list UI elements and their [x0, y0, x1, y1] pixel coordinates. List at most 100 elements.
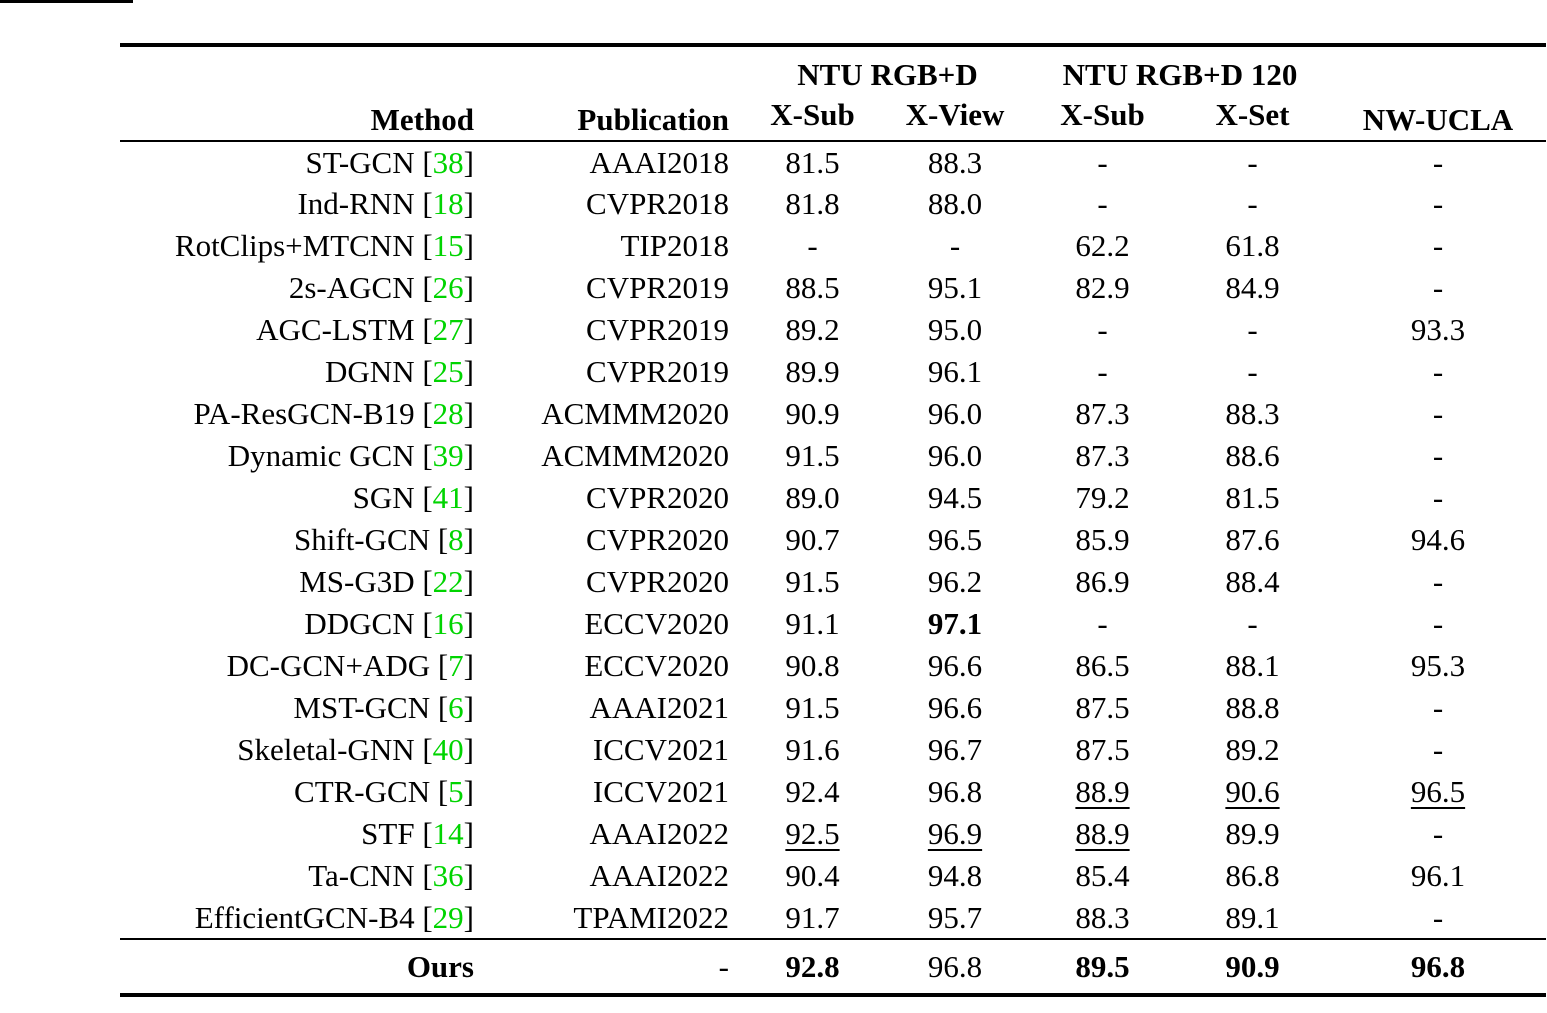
table-row: ST-GCN [38] AAAI2018 81.5 88.3 - - -: [120, 141, 1546, 183]
citation-bracket: [: [437, 648, 449, 683]
metric-value: 93.3: [1410, 312, 1466, 347]
metric-value: 87.5: [1075, 732, 1130, 767]
cell-nw-ucla: -: [1330, 561, 1546, 603]
cell-publication: CVPR2019: [586, 354, 729, 389]
metric-value: 89.2: [785, 312, 840, 347]
cell-ntu-xsub: 91.6: [745, 729, 880, 771]
cell-ntu-xview: 97.1: [880, 603, 1030, 645]
citation-link[interactable]: 14: [432, 816, 464, 851]
cell-ntu-xview: 95.7: [880, 897, 1030, 939]
ours-row: Ours - 92.8 96.8 89.5 90.9 96.8: [120, 938, 1546, 995]
metric-value: 91.5: [785, 690, 840, 725]
metric-value: 91.1: [785, 606, 840, 641]
method-name: Skeletal-GNN: [237, 732, 423, 767]
cell-ntu-xsub: 91.1: [745, 603, 880, 645]
citation-link[interactable]: 18: [432, 186, 464, 221]
cell-nw-ucla: 95.3: [1330, 645, 1546, 687]
citation-link[interactable]: 22: [432, 564, 464, 599]
citation-link[interactable]: 15: [432, 228, 464, 263]
cell-publication: -: [500, 938, 745, 995]
header-nw-ucla: NW-UCLA: [1330, 45, 1546, 142]
cell-ntu120-xset: 89.9: [1175, 813, 1330, 855]
table-row: DDGCN [16] ECCV2020 91.1 97.1 - - -: [120, 603, 1546, 645]
cell-ntu-xsub: 92.8: [745, 938, 880, 995]
cell-ntu120-xsub: -: [1030, 183, 1175, 225]
metric-value: 90.4: [785, 858, 840, 893]
citation-bracket: [: [422, 816, 433, 851]
citation-link[interactable]: 29: [432, 899, 464, 935]
cell-publication: AAAI2022: [589, 816, 730, 851]
cell-ntu120-xset: -: [1175, 351, 1330, 393]
metric-value: 62.2: [1075, 228, 1130, 263]
cell-method: MS-G3D [22]: [120, 561, 500, 603]
cell-ntu120-xset: 88.8: [1175, 687, 1330, 729]
cell-nw-ucla: 94.6: [1330, 519, 1546, 561]
method-name: DGNN: [325, 354, 423, 389]
cell-ntu-xview: 95.1: [880, 267, 1030, 309]
cell-ntu-xsub: 81.8: [745, 183, 880, 225]
metric-value: 86.8: [1225, 858, 1280, 893]
citation-link[interactable]: 38: [432, 144, 464, 180]
metric-value: 89.0: [785, 480, 840, 515]
citation-link[interactable]: 41: [432, 480, 464, 515]
citation-bracket: ]: [463, 270, 474, 305]
citation-link[interactable]: 26: [432, 270, 464, 305]
cell-method: DC-GCN+ADG [7]: [120, 645, 500, 687]
cell-nw-ucla: 96.5: [1330, 771, 1546, 813]
header-publication: Publication: [500, 45, 745, 142]
table-row: MST-GCN [6] AAAI2021 91.5 96.6 87.5 88.8 -: [120, 687, 1546, 729]
cell-ntu-xsub: 92.5: [745, 813, 880, 855]
cell-ntu-xsub: 90.8: [745, 645, 880, 687]
cell-ntu-xview: 88.3: [880, 141, 1030, 183]
table-body: ST-GCN [38] AAAI2018 81.5 88.3- - - Ind-RNN [1…: [120, 141, 1546, 995]
metric-value: 86.5: [1075, 648, 1130, 683]
citation-bracket: ]: [463, 312, 474, 347]
metric-value: 96.5: [1410, 774, 1466, 809]
cell-ntu120-xset: 88.4: [1175, 561, 1330, 603]
citation-link[interactable]: 39: [432, 438, 464, 473]
table-row: Ta-CNN [36] AAAI2022 90.4 94.8 85.4 86.8 96.1: [120, 855, 1546, 897]
metric-value: 88.3: [1225, 396, 1280, 431]
citation-link[interactable]: 5: [448, 774, 464, 809]
citation-link[interactable]: 27: [432, 312, 464, 347]
metric-value: -: [1432, 816, 1444, 851]
table-row: PA-ResGCN-B19 [28] ACMMM2020 90.9 96.0 87.3 8…: [120, 393, 1546, 435]
results-table: Method Publication NTU RGB+D NTU RGB+D 1…: [120, 43, 1546, 997]
citation-link[interactable]: 16: [432, 606, 464, 641]
citation-bracket: ]: [463, 438, 474, 473]
citation-link[interactable]: 7: [448, 648, 464, 683]
metric-value: -: [1432, 354, 1444, 389]
metric-value: 88.1: [1225, 648, 1280, 683]
citation-bracket: [: [422, 899, 433, 935]
metric-value: 94.8: [927, 858, 983, 893]
cell-nw-ucla: -: [1330, 477, 1546, 519]
table-row: Ind-RNN [18] CVPR2018 81.8 88.0 - - -: [120, 183, 1546, 225]
table-row: SGN [41] CVPR2020 89.0 94.5 79.2 81.5 -: [120, 477, 1546, 519]
cell-ntu-xview: 96.6: [880, 687, 1030, 729]
metric-value: 90.7: [785, 522, 840, 557]
citation-link[interactable]: 6: [448, 690, 464, 725]
cell-ntu-xsub: 92.4: [745, 771, 880, 813]
citation-link[interactable]: 8: [448, 522, 464, 557]
citation-link[interactable]: 25: [432, 354, 464, 389]
metric-value: 96.8: [927, 948, 983, 984]
cell-ntu-xview: 96.2: [880, 561, 1030, 603]
metric-value: 90.9: [1225, 948, 1280, 984]
metric-value: -: [1432, 480, 1444, 515]
metric-value: -: [1432, 270, 1444, 305]
cell-publication: CVPR2019: [586, 270, 729, 305]
metric-value: -: [1097, 606, 1108, 641]
cell-method: MST-GCN [6]: [120, 687, 500, 729]
metric-value: 96.0: [927, 396, 983, 431]
metric-value: 91.7: [785, 899, 840, 935]
cell-ntu120-xsub: 82.9: [1030, 267, 1175, 309]
citation-link[interactable]: 28: [432, 396, 464, 431]
cell-ntu-xsub: 91.5: [745, 687, 880, 729]
cell-ntu-xsub: 91.5: [745, 561, 880, 603]
cell-ntu120-xsub: -: [1030, 309, 1175, 351]
metric-value: 91.6: [785, 732, 840, 767]
citation-link[interactable]: 40: [432, 732, 464, 767]
table-row: MS-G3D [22] CVPR2020 91.5 96.2 86.9 88.4 -: [120, 561, 1546, 603]
citation-link[interactable]: 36: [432, 858, 464, 893]
cell-ntu-xview: 94.5: [880, 477, 1030, 519]
